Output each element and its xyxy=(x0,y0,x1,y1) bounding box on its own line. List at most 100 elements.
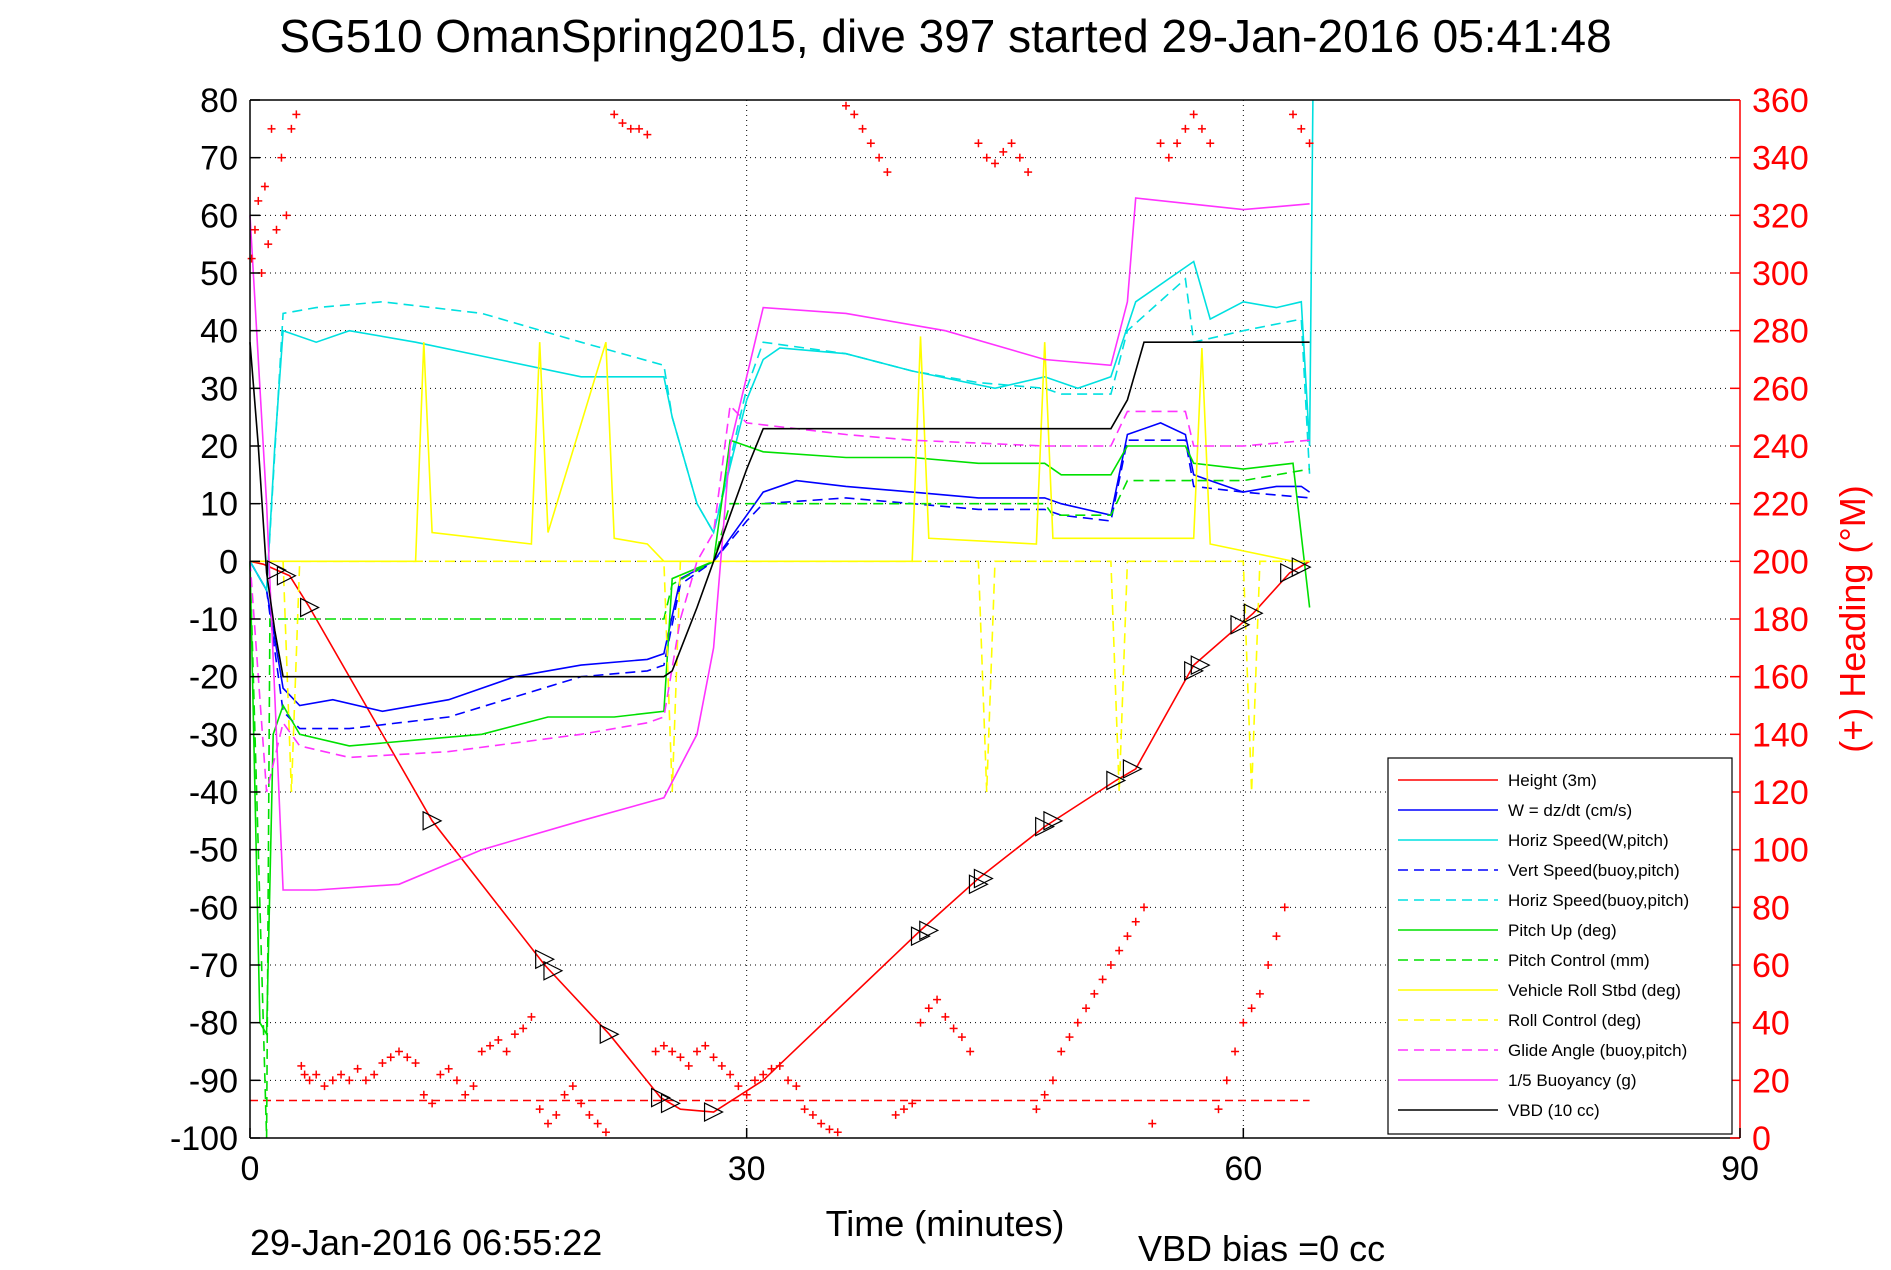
heading-point xyxy=(544,1119,552,1128)
heading-point xyxy=(717,1061,726,1070)
heading-point xyxy=(264,240,273,249)
heading-point xyxy=(1197,124,1206,133)
y2-tick-label: 60 xyxy=(1752,947,1790,985)
y-tick-label: -40 xyxy=(189,774,238,812)
heading-point xyxy=(1065,1033,1074,1042)
series-line-6 xyxy=(249,468,1310,1139)
heading-point xyxy=(792,1082,801,1091)
x-tick-label: 30 xyxy=(728,1150,766,1188)
y-tick-label: -70 xyxy=(189,947,238,985)
y-tick-label: 60 xyxy=(200,197,238,235)
heading-point xyxy=(469,1082,478,1091)
heading-point xyxy=(1247,1004,1256,1013)
heading-point xyxy=(1073,1018,1082,1027)
y2-tick-label: 240 xyxy=(1752,428,1809,466)
heading-point xyxy=(477,1047,486,1056)
y-tick-label: -10 xyxy=(189,601,238,639)
heading-point xyxy=(991,159,999,168)
heading-point xyxy=(601,1128,610,1137)
series-line-2 xyxy=(249,99,1314,593)
heading-point xyxy=(1048,1076,1057,1085)
heading-point xyxy=(312,1070,321,1079)
heading-point xyxy=(759,1070,768,1079)
depth-marker xyxy=(1043,810,1064,831)
legend-entry: VBD (10 cc) xyxy=(1508,1101,1600,1120)
heading-point xyxy=(949,1024,958,1033)
y2-tick-label: 360 xyxy=(1752,82,1809,120)
y-tick-label: -90 xyxy=(189,1062,238,1100)
series-line-10 xyxy=(249,197,1310,891)
heading-point xyxy=(635,124,644,133)
heading-point xyxy=(585,1110,594,1119)
heading-point xyxy=(461,1090,470,1099)
axes-layer: 80706050403020100-10-20-30-40-50-60-70-8… xyxy=(170,82,1873,1244)
heading-point xyxy=(568,1082,577,1091)
legend-entry: Roll Control (deg) xyxy=(1508,1011,1641,1030)
marker-layer xyxy=(247,101,1314,1137)
heading-point xyxy=(817,1119,826,1128)
heading-point xyxy=(300,1070,309,1079)
depth-marker xyxy=(1190,655,1211,676)
y-tick-label: -60 xyxy=(189,889,238,927)
y2-tick-label: 0 xyxy=(1752,1120,1771,1158)
y-tick-label: 0 xyxy=(219,543,238,581)
series-line-3 xyxy=(249,439,1310,730)
heading-point xyxy=(494,1035,503,1044)
y2-tick-label: 180 xyxy=(1752,601,1809,639)
y-tick-label: 20 xyxy=(200,428,238,466)
y2-tick-label: 220 xyxy=(1752,486,1809,524)
heading-point xyxy=(1231,1047,1240,1056)
heading-point xyxy=(277,153,286,162)
heading-point xyxy=(676,1053,685,1062)
legend-entry: W = dz/dt (cm/s) xyxy=(1508,801,1632,820)
heading-point xyxy=(850,110,859,119)
depth-marker xyxy=(1243,603,1264,624)
heading-point xyxy=(957,1033,966,1042)
heading-point xyxy=(618,119,627,128)
heading-point xyxy=(800,1105,809,1114)
series-line-4 xyxy=(249,277,1311,593)
y2-tick-label: 200 xyxy=(1752,543,1809,581)
heading-point xyxy=(370,1070,379,1079)
heading-point xyxy=(742,1090,751,1099)
heading-point xyxy=(1057,1047,1066,1056)
heading-point xyxy=(1140,903,1148,912)
heading-point xyxy=(701,1041,710,1050)
heading-point xyxy=(361,1076,370,1085)
heading-point xyxy=(1131,917,1140,926)
heading-point xyxy=(883,168,892,177)
heading-point xyxy=(1090,989,1099,998)
series-line-5 xyxy=(249,439,1311,1038)
heading-point xyxy=(767,1064,776,1073)
heading-point xyxy=(842,101,850,110)
legend-entry: Vert Speed(buoy,pitch) xyxy=(1508,861,1680,880)
heading-point xyxy=(320,1082,329,1091)
depth-marker xyxy=(543,960,564,981)
y2-tick-label: 140 xyxy=(1752,716,1809,754)
heading-point xyxy=(1106,961,1115,969)
heading-point xyxy=(784,1076,793,1085)
heading-point xyxy=(386,1053,395,1062)
heading-point xyxy=(1280,903,1289,912)
heading-point xyxy=(577,1099,586,1108)
legend-entry: 1/5 Buoyancy (g) xyxy=(1508,1071,1637,1090)
heading-point xyxy=(486,1041,495,1050)
depth-marker xyxy=(1230,614,1251,635)
heading-point xyxy=(1082,1004,1091,1013)
legend-entry: Vehicle Roll Stbd (deg) xyxy=(1508,981,1681,1000)
heading-point xyxy=(1040,1090,1049,1099)
depth-marker xyxy=(968,874,989,895)
heading-point xyxy=(924,1004,933,1013)
heading-point xyxy=(444,1064,453,1073)
heading-point xyxy=(282,211,291,220)
y2-tick-label: 120 xyxy=(1752,774,1809,812)
y-tick-label: 50 xyxy=(200,255,238,293)
heading-point xyxy=(651,1047,660,1056)
y-tick-label: 80 xyxy=(200,82,238,120)
heading-point xyxy=(750,1076,759,1085)
y2-tick-label: 80 xyxy=(1752,889,1790,927)
y-tick-label: 70 xyxy=(200,140,238,178)
depth-marker xyxy=(703,1102,724,1123)
